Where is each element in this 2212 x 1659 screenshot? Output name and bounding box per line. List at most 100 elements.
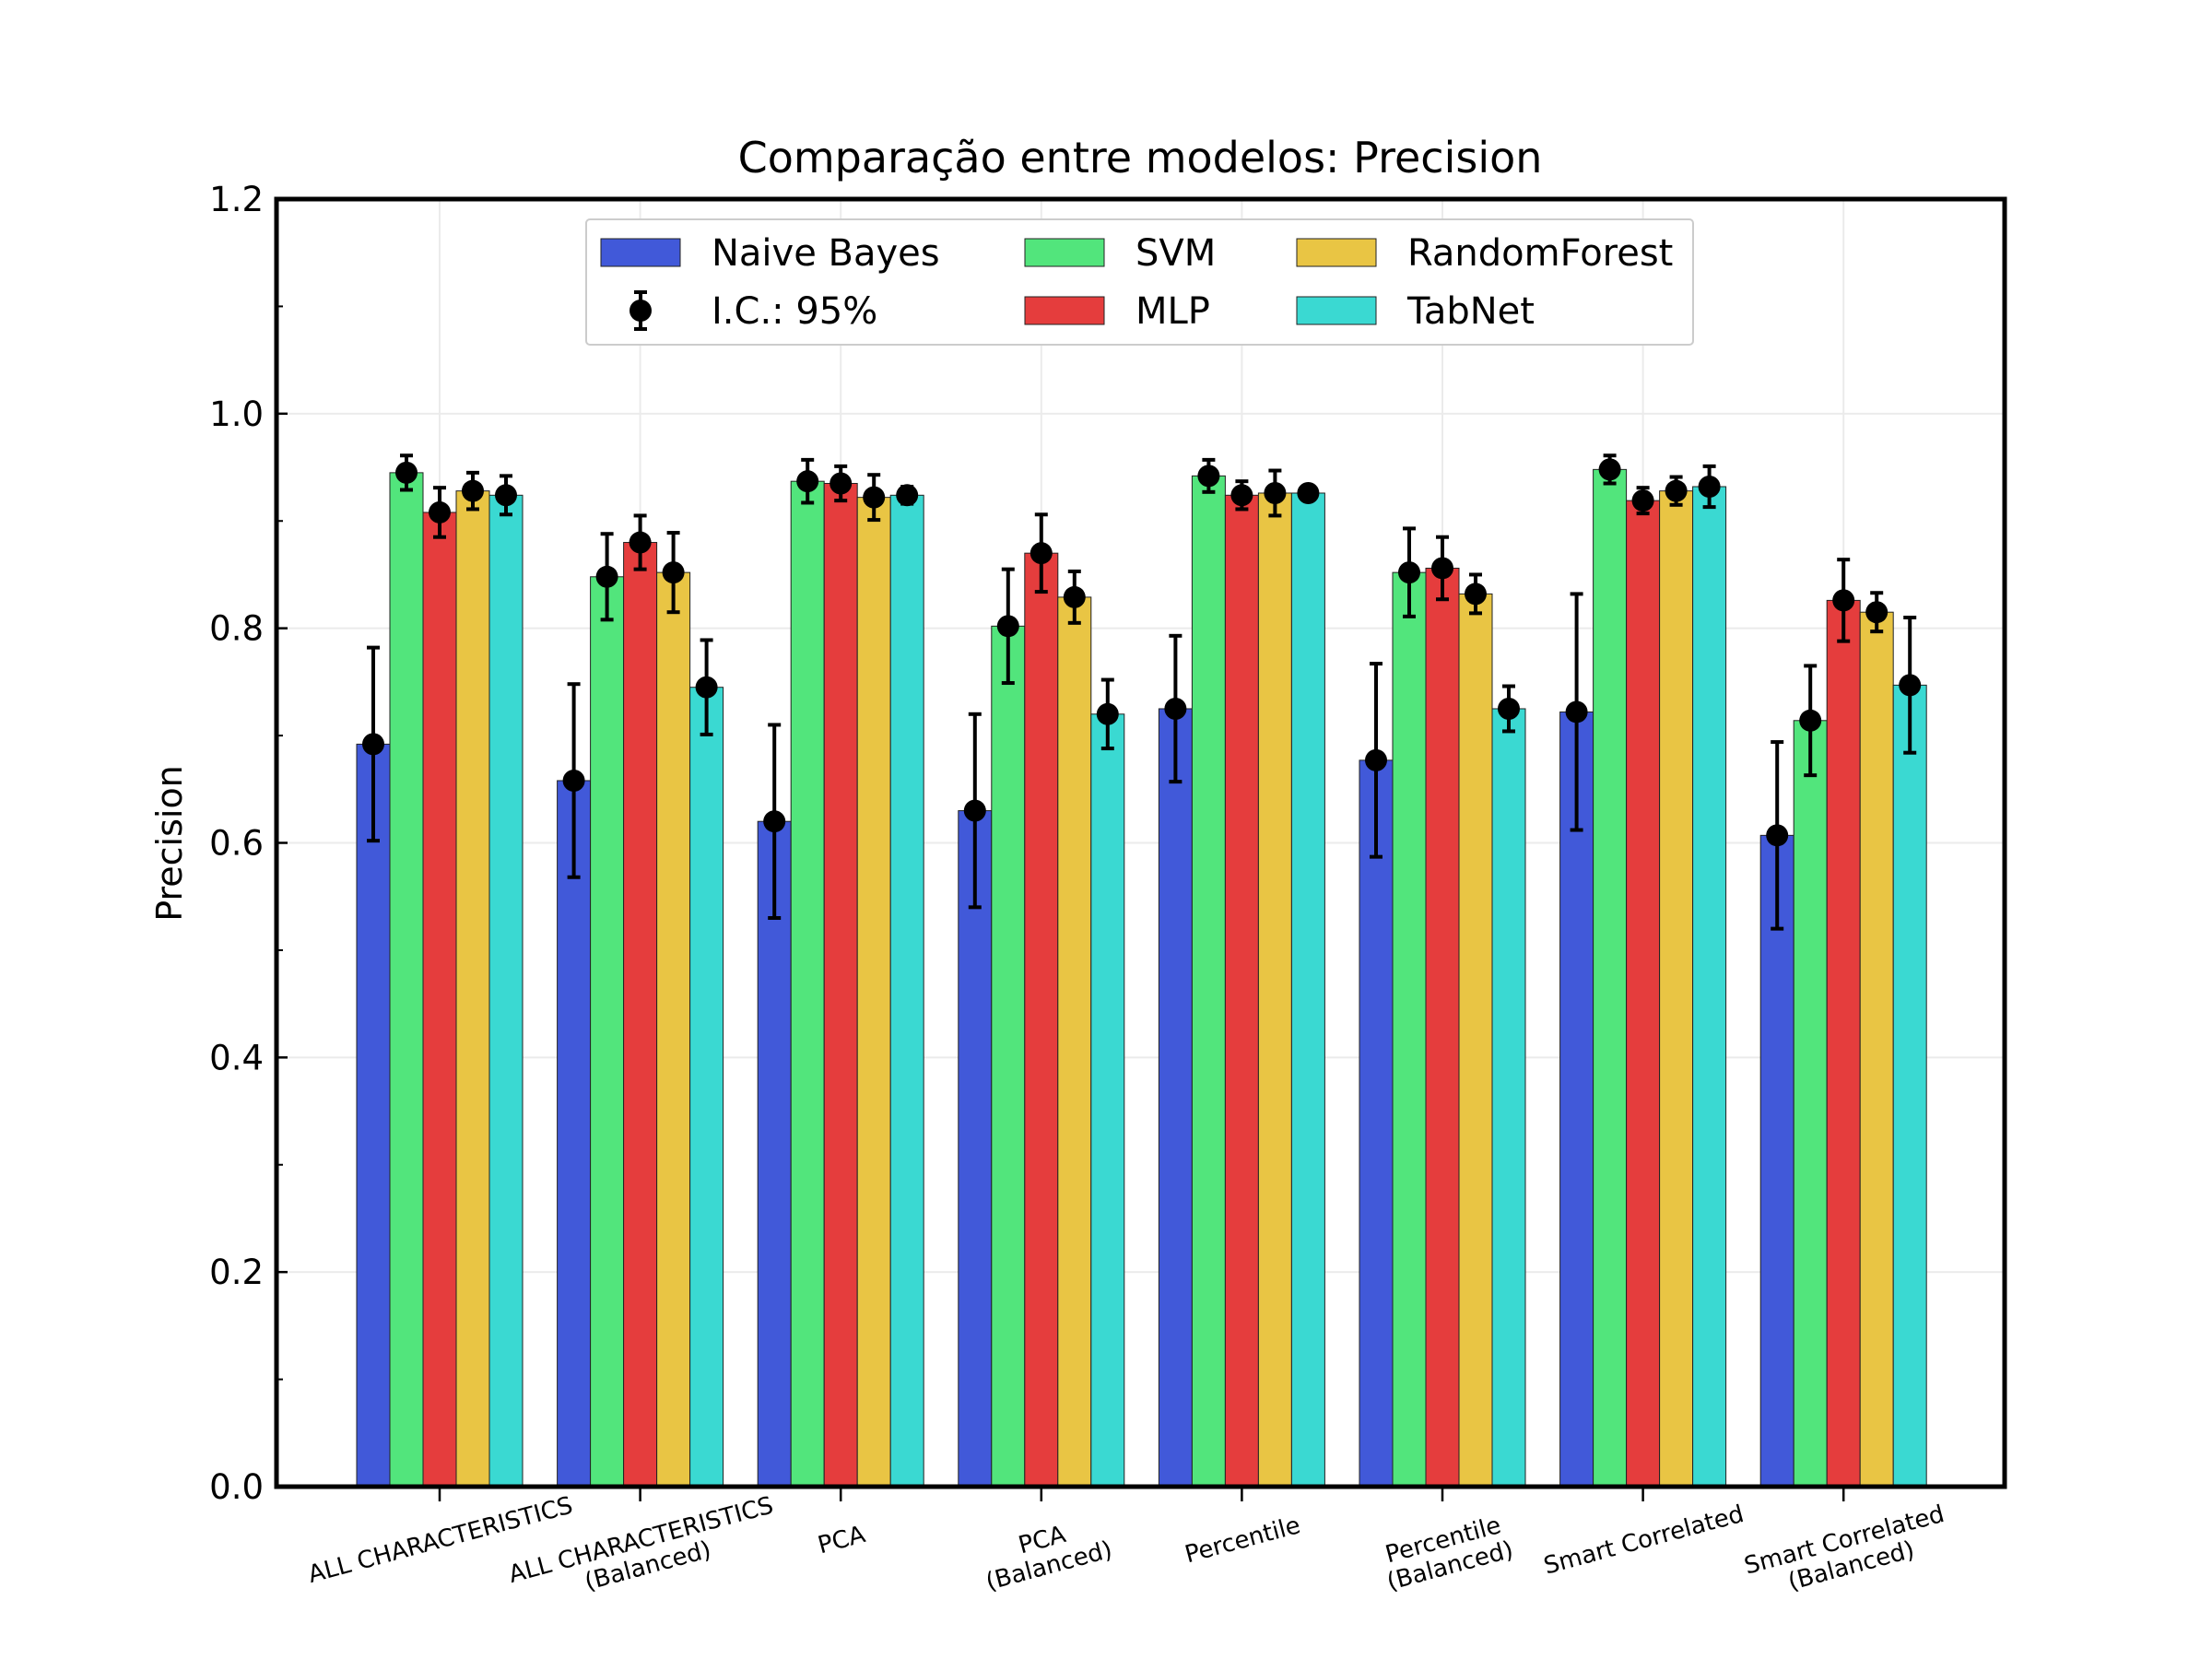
x-tick-label: Percentile(Balanced) <box>1377 1511 1516 1596</box>
x-tick-label: Smart Correlated <box>1541 1500 1747 1581</box>
bar <box>1158 708 1193 1488</box>
mean-point <box>1365 748 1387 771</box>
legend-swatch <box>1296 296 1377 325</box>
mean-point <box>362 733 384 756</box>
bar <box>656 571 691 1488</box>
mean-point <box>830 472 853 495</box>
bar <box>1659 490 1694 1488</box>
mean-point <box>1264 481 1287 504</box>
bar <box>991 625 1026 1488</box>
legend-label: SVM <box>1135 232 1216 275</box>
bar <box>1692 486 1727 1488</box>
legend-swatch <box>1024 296 1105 325</box>
bar <box>488 494 524 1488</box>
bar <box>1458 593 1493 1488</box>
mean-point <box>996 615 1019 638</box>
mean-point <box>1030 542 1053 565</box>
legend-label: MLP <box>1135 290 1210 333</box>
bar <box>689 687 724 1488</box>
legend-swatch <box>1296 238 1377 267</box>
bar <box>356 743 391 1488</box>
mean-point <box>1164 697 1187 720</box>
legend: Naive Bayes I.C.: 95% SVM MLP RandomForest Ta… <box>585 218 1694 346</box>
bar <box>455 490 490 1488</box>
bar <box>1892 684 1927 1488</box>
bar <box>1626 500 1661 1488</box>
bar <box>958 810 993 1488</box>
mean-point <box>1631 489 1654 512</box>
bar <box>823 483 858 1488</box>
y-axis-label: Precision <box>149 765 190 922</box>
mean-point <box>462 479 484 502</box>
legend-swatch <box>600 238 681 267</box>
mean-point <box>1297 481 1320 504</box>
grid-lines <box>276 198 2005 1488</box>
legend-label: RandomForest <box>1407 232 1673 275</box>
mean-point <box>1899 674 1922 697</box>
bar <box>889 494 924 1488</box>
bar <box>1224 494 1259 1488</box>
legend-point <box>629 300 652 322</box>
bar <box>790 480 825 1488</box>
bar <box>1593 468 1628 1488</box>
bar <box>389 472 424 1488</box>
bar <box>1793 720 1828 1488</box>
bar <box>1826 599 1861 1488</box>
x-tick-label: PCA(Balanced) <box>976 1511 1115 1596</box>
mean-point <box>562 769 585 792</box>
mean-point <box>662 561 685 584</box>
bars-layer <box>356 468 1927 1488</box>
y-tick-label: 0.2 <box>209 1253 264 1292</box>
bar <box>557 780 592 1488</box>
bar <box>623 542 658 1488</box>
bar <box>757 820 792 1488</box>
legend-label: TabNet <box>1406 290 1535 333</box>
legend-label: I.C.: 95% <box>712 290 877 333</box>
error-bars-layer <box>362 453 1922 931</box>
bar <box>1759 834 1794 1488</box>
y-tick-label: 0.6 <box>209 824 264 864</box>
mean-point <box>1698 475 1721 498</box>
y-axis: 0.0 0.2 0.4 0.6 0.8 1.0 1.2 <box>209 180 288 1507</box>
mean-point <box>863 486 886 509</box>
mean-point <box>429 500 451 524</box>
mean-point <box>1498 697 1520 720</box>
mean-point <box>695 676 718 699</box>
mean-point <box>1598 458 1621 481</box>
mean-point <box>1865 601 1888 624</box>
mean-point <box>1565 700 1588 724</box>
bar <box>1191 475 1226 1488</box>
mean-point <box>1197 465 1220 488</box>
mean-point <box>763 810 786 833</box>
mean-point <box>963 799 986 822</box>
x-tick-label: Smart Correlated(Balanced) <box>1741 1500 1954 1606</box>
mean-point <box>1431 557 1453 580</box>
mean-point <box>495 484 517 507</box>
y-tick-label: 1.0 <box>209 394 264 434</box>
bar <box>1090 713 1125 1488</box>
mean-point <box>1465 582 1487 606</box>
mean-point <box>1665 479 1688 502</box>
x-tick-label-line: Percentile <box>1182 1512 1303 1569</box>
x-tick-label-line: Smart Correlated <box>1541 1500 1747 1581</box>
x-tick-label: Percentile <box>1182 1512 1303 1569</box>
mean-point <box>595 565 618 588</box>
legend-swatch <box>1024 238 1105 267</box>
bar <box>1257 492 1292 1488</box>
legend-box <box>585 218 1694 346</box>
bar <box>1491 708 1526 1488</box>
mean-point <box>1063 585 1086 608</box>
mean-point <box>1832 589 1855 612</box>
mean-point <box>1766 824 1789 847</box>
y-tick-label: 0.8 <box>209 609 264 649</box>
bar <box>1290 492 1325 1488</box>
bar <box>1425 567 1460 1488</box>
bar <box>1359 759 1394 1488</box>
y-tick-label: 0.4 <box>209 1038 264 1077</box>
mean-point <box>796 470 819 493</box>
mean-point <box>1799 709 1822 732</box>
mean-point <box>896 484 919 507</box>
x-tick-label-line: PCA <box>815 1521 868 1559</box>
